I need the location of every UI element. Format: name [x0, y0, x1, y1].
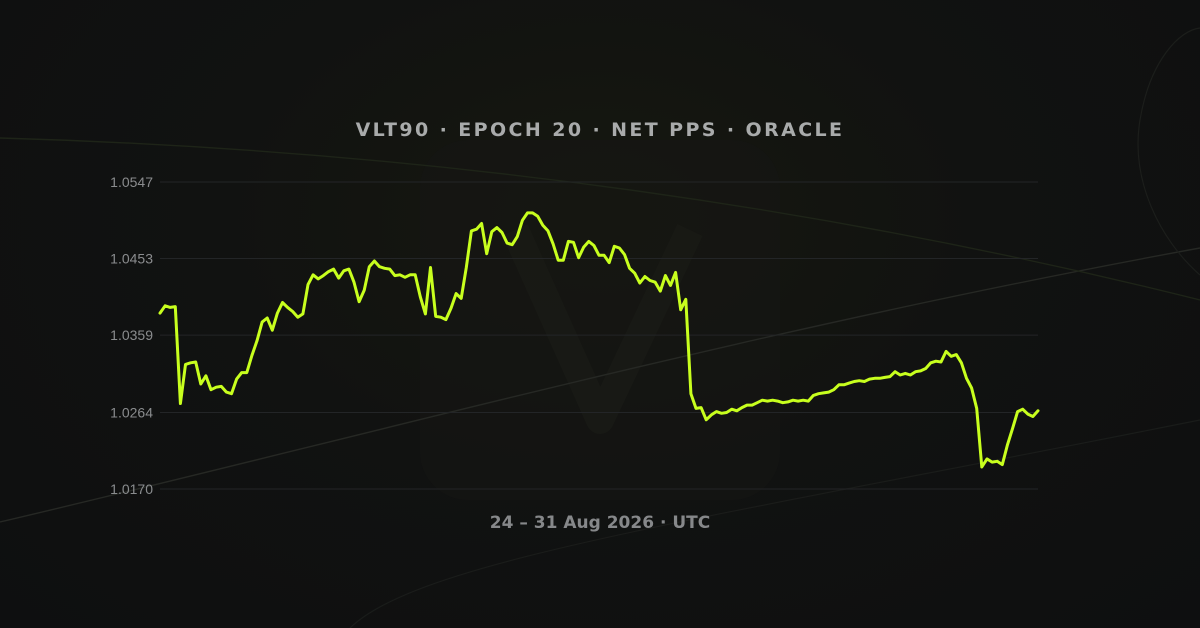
date-range-label: 24 – 31 Aug 2026 · UTC — [489, 513, 711, 533]
watermark-logo-mark — [502, 224, 703, 434]
series-line — [158, 211, 1040, 469]
series-layer — [158, 211, 1040, 469]
y-tick-label: 1.0547 — [110, 174, 153, 190]
chart-title: VLT90 · EPOCH 20 · NET PPS · ORACLE — [355, 119, 845, 141]
y-tick-label: 1.0453 — [110, 251, 153, 267]
y-tick-label: 1.0170 — [110, 481, 153, 497]
bg-curve-1 — [0, 247, 1200, 523]
bg-curve-3 — [1137, 27, 1200, 276]
gridlines — [160, 181, 1038, 490]
y-axis-ticks: 1.0547 1.0453 1.0359 1.0264 1.0170 — [110, 174, 153, 497]
bg-curve-2 — [0, 137, 1200, 301]
y-tick-label: 1.0359 — [110, 327, 153, 343]
y-tick-label: 1.0264 — [110, 404, 153, 420]
